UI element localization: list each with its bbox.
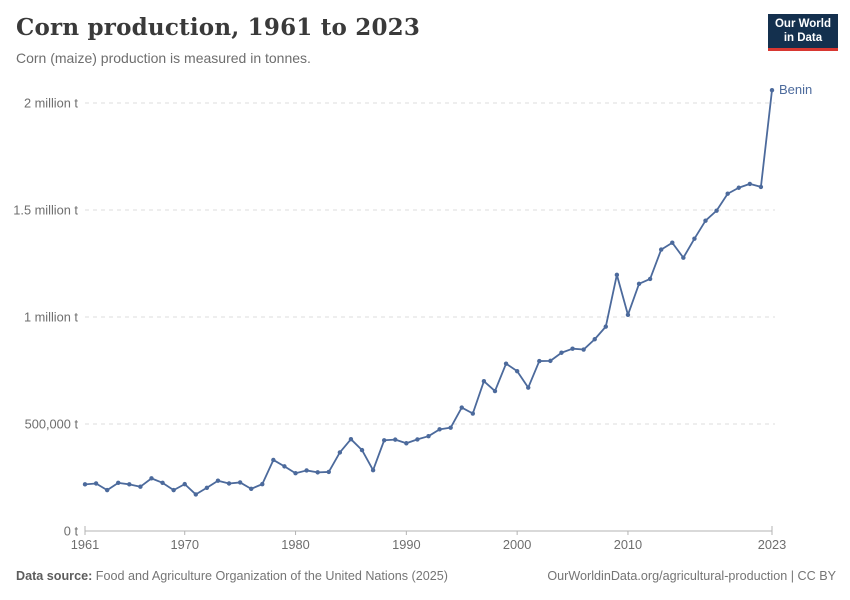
data-point: [249, 486, 254, 492]
x-axis-tick-label: 1990: [392, 537, 420, 552]
data-point: [415, 437, 420, 442]
data-point: [692, 236, 697, 241]
y-axis-tick-label: 2 million t: [24, 96, 78, 111]
owid-logo-line1: Our World: [774, 18, 831, 30]
data-point: [237, 480, 243, 485]
data-point: [526, 385, 531, 390]
y-axis-tick-label: 500,000 t: [25, 417, 79, 432]
data-point: [370, 468, 376, 473]
page-title: Corn production, 1961 to 2023: [16, 14, 421, 41]
data-point: [426, 433, 431, 439]
data-point: [725, 191, 730, 196]
data-point: [548, 358, 553, 364]
data-point: [182, 481, 187, 487]
x-axis-tick-label: 2000: [503, 537, 531, 552]
data-point: [537, 358, 542, 364]
y-axis-tick-label: 1.5 million t: [13, 203, 78, 218]
data-point: [614, 272, 620, 278]
data-point: [681, 255, 686, 260]
data-point: [581, 347, 586, 352]
series-line-benin: [84, 90, 773, 496]
data-point: [82, 482, 88, 487]
data-point: [636, 281, 642, 287]
data-point: [226, 481, 232, 486]
data-point: [603, 324, 608, 329]
owid-logo[interactable]: Our World in Data: [767, 14, 838, 52]
data-point: [149, 476, 154, 481]
data-point: [359, 447, 365, 453]
chart-header: Corn production, 1961 to 2023 Corn (maiz…: [16, 14, 760, 66]
data-point: [714, 208, 719, 213]
data-point: [503, 361, 509, 366]
data-point: [647, 276, 653, 282]
data-point: [271, 457, 276, 463]
x-axis-tick-label: 2010: [614, 537, 642, 552]
data-point: [127, 482, 132, 487]
data-point: [282, 464, 287, 469]
footer-citation[interactable]: OurWorldinData.org/agricultural-producti…: [547, 569, 836, 583]
data-point: [625, 312, 631, 318]
chart-subtitle: Corn (maize) production is measured in t…: [16, 50, 311, 66]
x-axis-tick-label: 1980: [281, 537, 309, 552]
data-point: [404, 441, 409, 446]
data-point: [559, 350, 564, 355]
data-point: [758, 184, 764, 190]
data-point: [658, 247, 664, 252]
owid-logo-line2: in Data: [783, 31, 823, 44]
data-point: [769, 87, 775, 93]
data-point: [703, 218, 708, 223]
data-point: [348, 436, 354, 442]
data-point: [104, 487, 110, 493]
data-point: [481, 379, 487, 384]
data-point: [215, 478, 221, 483]
data-point: [592, 337, 597, 342]
data-point: [448, 425, 453, 430]
data-point: [747, 181, 753, 187]
data-point: [736, 185, 741, 190]
data-point: [470, 411, 476, 416]
y-axis-tick-label: 0 t: [64, 524, 79, 539]
data-point: [160, 480, 165, 486]
x-axis-tick-label: 1961: [71, 537, 99, 552]
data-point: [315, 470, 320, 475]
data-point: [193, 492, 199, 497]
data-point: [670, 240, 675, 245]
data-point: [93, 481, 99, 486]
data-point: [171, 487, 176, 493]
data-point: [492, 388, 498, 394]
data-point: [260, 481, 265, 487]
data-point: [437, 427, 442, 432]
x-axis-tick-label: 2023: [758, 537, 786, 552]
x-axis-tick-label: 1970: [170, 537, 198, 552]
data-source: Data source: Food and Agriculture Organi…: [16, 569, 448, 583]
data-source-label: Data source:: [16, 569, 93, 583]
y-axis-tick-label: 1 million t: [24, 310, 78, 325]
data-point: [393, 437, 398, 442]
data-point: [116, 480, 121, 486]
data-point: [337, 450, 343, 455]
data-point: [570, 346, 575, 351]
data-source-text: Food and Agriculture Organization of the…: [92, 569, 448, 583]
data-point: [293, 471, 298, 476]
data-point: [381, 438, 387, 443]
data-point: [304, 468, 309, 473]
data-point: [514, 368, 520, 374]
data-point: [138, 484, 143, 489]
data-point: [459, 405, 464, 410]
data-point: [326, 469, 331, 475]
chart-footer: Data source: Food and Agriculture Organi…: [16, 569, 836, 583]
data-point: [204, 485, 210, 490]
entity-label-benin[interactable]: Benin: [779, 82, 812, 97]
